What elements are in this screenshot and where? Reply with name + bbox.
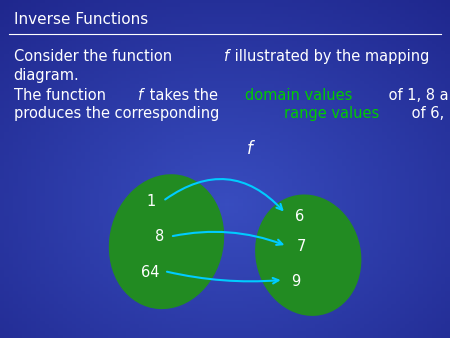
Text: The function: The function (14, 88, 110, 103)
Text: domain values: domain values (245, 88, 352, 103)
Text: f: f (247, 140, 253, 159)
Text: f: f (224, 49, 229, 64)
Text: range values: range values (284, 106, 380, 121)
Text: takes the: takes the (145, 88, 222, 103)
Text: of 1, 8 and 64 and: of 1, 8 and 64 and (383, 88, 450, 103)
Text: f: f (138, 88, 143, 103)
Text: 9: 9 (292, 274, 301, 289)
Text: illustrated by the mapping: illustrated by the mapping (230, 49, 429, 64)
Ellipse shape (255, 194, 361, 316)
Text: 8: 8 (155, 229, 164, 244)
Text: of 6, 7, and 9.: of 6, 7, and 9. (407, 106, 450, 121)
Text: Inverse Functions: Inverse Functions (14, 12, 148, 27)
Text: produces the corresponding: produces the corresponding (14, 106, 224, 121)
Text: 64: 64 (141, 265, 160, 280)
Text: 1: 1 (146, 194, 155, 209)
Text: 7: 7 (297, 239, 306, 254)
Text: Consider the function: Consider the function (14, 49, 176, 64)
Text: 6: 6 (295, 209, 304, 224)
Text: diagram.: diagram. (14, 68, 79, 82)
Ellipse shape (109, 174, 224, 309)
